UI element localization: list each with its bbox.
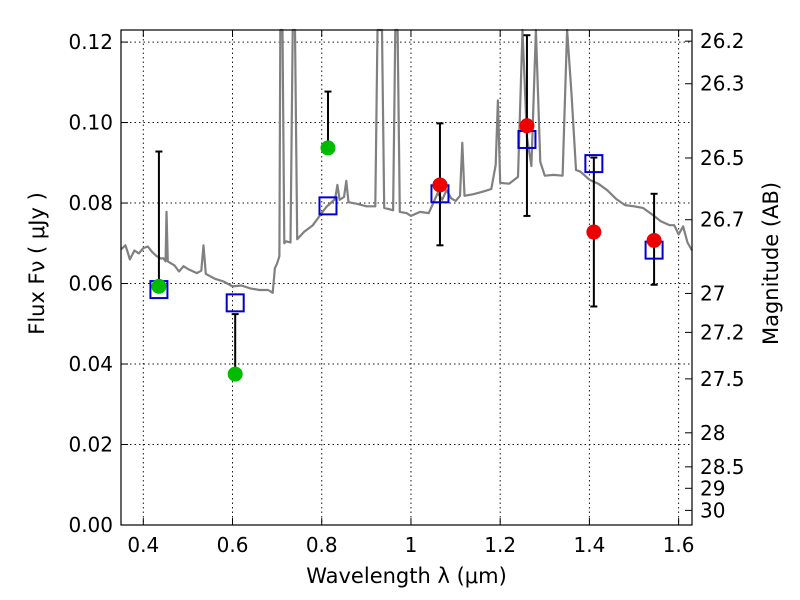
y2-tick-label: 27.5	[700, 367, 745, 391]
y-tick-label: 0.10	[68, 111, 113, 135]
grid-lines	[121, 30, 692, 526]
data-markers	[149, 118, 664, 382]
right-axis-label: Magnitude (AB)	[759, 182, 783, 345]
spectrum-series	[120, 28, 693, 294]
y2-tick-label: 30	[700, 498, 725, 522]
y2-tick-label: 28	[700, 421, 725, 445]
observed-circle-marker	[646, 232, 662, 248]
spectrum-line	[120, 28, 693, 294]
model-square-marker	[225, 293, 245, 313]
y2-tick-label: 26.3	[700, 72, 745, 96]
y2-tick-label: 29	[700, 476, 725, 500]
observed-circle-marker	[432, 177, 448, 193]
observed-circle-marker	[151, 278, 167, 294]
observed-circle-marker	[519, 118, 535, 134]
x-tick-label: 0.8	[306, 533, 338, 557]
x-tick-label: 0.4	[127, 533, 159, 557]
y2-tick-label: 26.7	[700, 208, 745, 232]
y2-tick-label: 26.5	[700, 146, 745, 170]
y-axis-label: Flux Fν ( μJy )	[25, 192, 49, 335]
axis-ticks: 0.4 0.6 0.8 1 1.2 1.4 1.6 0.00 0.02 0.04 0.06 0.08 0…	[68, 29, 744, 557]
observed-circle-marker	[320, 140, 336, 156]
x-tick-label: 1.2	[484, 533, 516, 557]
plot-frame	[120, 29, 693, 526]
x-tick-label: 0.6	[217, 533, 249, 557]
observed-circle-marker	[586, 224, 602, 240]
x-axis-label: Wavelength λ (μm)	[306, 564, 507, 588]
y-tick-label: 0.00	[68, 513, 113, 537]
model-square-marker	[584, 154, 604, 174]
y2-tick-label: 27	[700, 281, 725, 305]
y2-tick-label: 28.5	[700, 455, 745, 479]
observed-circle-marker	[227, 366, 243, 382]
y2-tick-label: 26.2	[700, 29, 745, 53]
y2-tick-label: 27.2	[700, 320, 745, 344]
y-tick-label: 0.12	[68, 30, 113, 54]
y-tick-label: 0.06	[68, 272, 113, 296]
x-tick-label: 1.4	[573, 533, 605, 557]
y-tick-label: 0.04	[68, 352, 113, 376]
x-tick-label: 1	[405, 533, 418, 557]
error-bars	[155, 34, 658, 376]
y-tick-label: 0.08	[68, 191, 113, 215]
y-tick-label: 0.02	[68, 433, 113, 457]
x-tick-label: 1.6	[663, 533, 695, 557]
model-square-marker	[318, 196, 338, 216]
